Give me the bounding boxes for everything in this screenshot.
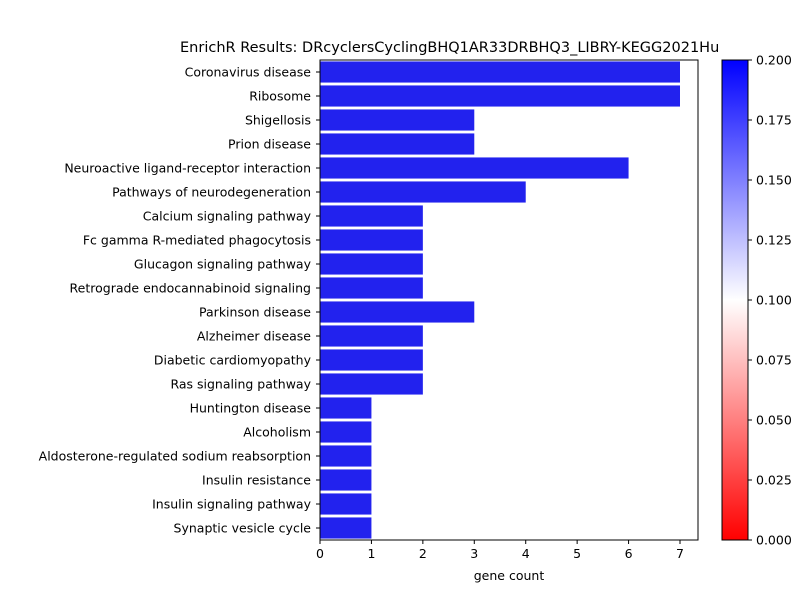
y-tick-label: Parkinson disease — [199, 305, 311, 320]
bar — [320, 157, 629, 179]
bar — [320, 109, 475, 131]
y-tick-label: Retrograde endocannabinoid signaling — [70, 281, 311, 296]
y-tick-label: Shigellosis — [245, 113, 311, 128]
colorbar-tick-label: 0.025 — [756, 473, 792, 488]
bar — [320, 229, 423, 251]
bar — [320, 373, 423, 395]
bar — [320, 397, 372, 419]
chart-title: EnrichR Results: DRcyclersCyclingBHQ1AR3… — [180, 40, 719, 56]
colorbar-tick-label: 0.050 — [756, 413, 792, 428]
colorbar-tick-label: 0.200 — [756, 53, 792, 68]
bar — [320, 349, 423, 371]
bar — [320, 517, 372, 539]
y-tick-label: Prion disease — [228, 137, 311, 152]
bar — [320, 133, 475, 155]
y-tick-label: Huntington disease — [190, 401, 312, 416]
bar — [320, 301, 475, 323]
bar — [320, 469, 372, 491]
y-tick-label: Insulin resistance — [202, 473, 311, 488]
x-tick-label: 3 — [470, 546, 478, 561]
colorbar-tick-label: 0.100 — [756, 293, 792, 308]
bar — [320, 85, 680, 107]
bar — [320, 445, 372, 467]
x-tick-label: 4 — [522, 546, 530, 561]
y-tick-label: Glucagon signaling pathway — [134, 257, 312, 272]
bar — [320, 325, 423, 347]
y-tick-label: Alzheimer disease — [197, 329, 311, 344]
x-tick-label: 5 — [573, 546, 581, 561]
y-tick-label: Coronavirus disease — [185, 65, 312, 80]
x-tick-label: 2 — [419, 546, 427, 561]
y-tick-label: Pathways of neurodegeneration — [112, 185, 311, 200]
x-tick-label: 0 — [316, 546, 324, 561]
y-tick-label: Ribosome — [249, 89, 311, 104]
colorbar-tick-label: 0.150 — [756, 173, 792, 188]
colorbar-tick-label: 0.175 — [756, 113, 792, 128]
y-tick-label: Calcium signaling pathway — [143, 209, 312, 224]
x-axis-label: gene count — [474, 568, 545, 583]
y-tick-label: Insulin signaling pathway — [152, 497, 311, 512]
x-tick-label: 1 — [367, 546, 375, 561]
bar — [320, 493, 372, 515]
bar — [320, 181, 526, 203]
y-tick-label: Diabetic cardiomyopathy — [154, 353, 312, 368]
plot-frame — [319, 59, 699, 541]
y-tick-label: Ras signaling pathway — [170, 377, 311, 392]
y-tick-label: Alcoholism — [243, 425, 311, 440]
y-tick-label: Fc gamma R-mediated phagocytosis — [83, 233, 311, 248]
x-tick-label: 7 — [676, 546, 684, 561]
colorbar — [721, 59, 749, 541]
colorbar-tick-label: 0.000 — [756, 533, 792, 548]
y-tick-label: Neuroactive ligand-receptor interaction — [64, 161, 311, 176]
x-tick-label: 6 — [625, 546, 633, 561]
bar — [320, 421, 372, 443]
bar — [320, 253, 423, 275]
bar — [320, 205, 423, 227]
bar — [320, 277, 423, 299]
colorbar-tick-label: 0.125 — [756, 233, 792, 248]
y-tick-label: Aldosterone-regulated sodium reabsorptio… — [39, 449, 311, 464]
colorbar-tick-label: 0.075 — [756, 353, 792, 368]
y-tick-label: Synaptic vesicle cycle — [174, 521, 312, 536]
bar — [320, 61, 680, 83]
